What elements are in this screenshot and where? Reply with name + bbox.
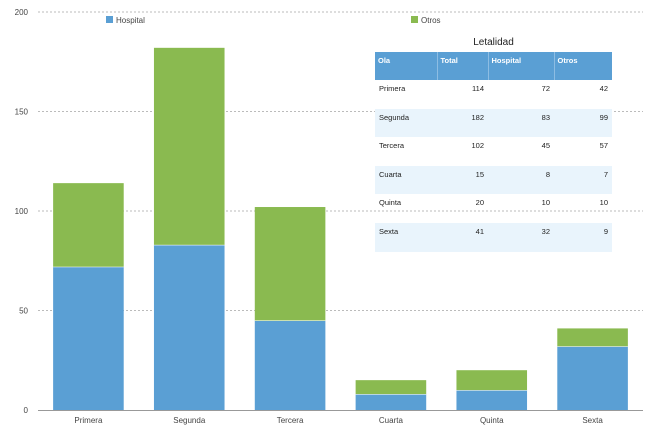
table-cell: 20	[475, 198, 484, 208]
table-cell: Segunda	[375, 108, 437, 138]
legend-label: Otros	[421, 16, 441, 25]
column-header: Hospital	[487, 52, 554, 80]
bar-otros	[557, 328, 628, 347]
table-cell: 114	[472, 84, 484, 93]
table-row: Sexta 41 32 9	[375, 222, 612, 252]
bar-hospital	[254, 320, 326, 410]
bar-hospital	[153, 244, 225, 410]
table-cell: 83	[488, 108, 554, 138]
y-tick-label: 50	[19, 307, 28, 316]
table-cell: 45	[541, 141, 550, 151]
table-row: Tercera 102 45 57	[375, 137, 612, 166]
y-tick-label: 150	[15, 108, 29, 117]
bar-hospital	[53, 266, 124, 410]
table-cell: 102	[471, 141, 484, 151]
x-tick-label: Sexta	[582, 416, 603, 425]
table-cell: Tercera	[379, 141, 405, 151]
table-cell: 99	[554, 108, 612, 138]
table-title: Letalidad	[473, 37, 514, 48]
legend-swatch	[106, 16, 113, 23]
letalidad-table-panel: Letalidad Ola Total Hospital Otros Prime…	[375, 36, 612, 252]
table-cell: 72	[541, 84, 550, 93]
x-tick-label: Tercera	[277, 416, 304, 425]
bar-otros	[355, 380, 427, 395]
bar-otros	[456, 370, 528, 391]
bar-otros	[254, 207, 326, 321]
y-tick-label: 200	[15, 8, 29, 17]
x-tick-label: Quinta	[480, 416, 504, 425]
legend-label: Hospital	[116, 16, 145, 25]
bar-otros	[53, 183, 124, 267]
column-header: Ola	[375, 52, 437, 80]
table-cell: 42	[599, 84, 608, 93]
table-cell: 182	[437, 108, 488, 138]
table-cell: Primera	[379, 84, 406, 93]
table-cell: 9	[554, 222, 612, 252]
column-header: Total	[436, 52, 488, 80]
x-tick-label: Primera	[74, 416, 103, 425]
bar-hospital	[557, 346, 628, 410]
table-cell: 32	[488, 222, 554, 252]
table-cell: 15	[437, 165, 488, 195]
x-tick-label: Cuarta	[379, 416, 404, 425]
table-row: Primera 114 72 42	[375, 80, 612, 109]
table-cell: 57	[599, 141, 608, 151]
table-cell: 41	[437, 222, 488, 252]
bar-hospital	[355, 394, 427, 410]
table-row: Cuarta 15 8 7	[375, 165, 612, 195]
table-cell: 8	[488, 165, 554, 195]
table-cell: Quinta	[379, 198, 402, 208]
table-row: Quinta 20 10 10	[375, 194, 612, 223]
table-cell: 10	[541, 198, 550, 208]
table-cell: Sexta	[375, 222, 437, 252]
bar-otros	[153, 47, 225, 245]
table-cell: Cuarta	[375, 165, 437, 195]
column-header: Otros	[553, 52, 612, 80]
letalidad-table: Ola Total Hospital Otros Primera 114 72 …	[375, 52, 612, 252]
table-cell: 7	[554, 165, 612, 195]
x-tick-label: Segunda	[173, 416, 206, 425]
y-tick-label: 0	[24, 406, 29, 415]
bars	[53, 47, 628, 410]
table-header-row: Ola Total Hospital Otros	[375, 52, 612, 80]
legend: Hospital Otros	[106, 16, 441, 25]
table-cell: 10	[599, 198, 608, 208]
y-tick-label: 100	[15, 207, 29, 216]
bar-hospital	[456, 390, 528, 410]
legend-swatch	[411, 16, 418, 23]
table-row: Segunda 182 83 99	[375, 108, 612, 138]
